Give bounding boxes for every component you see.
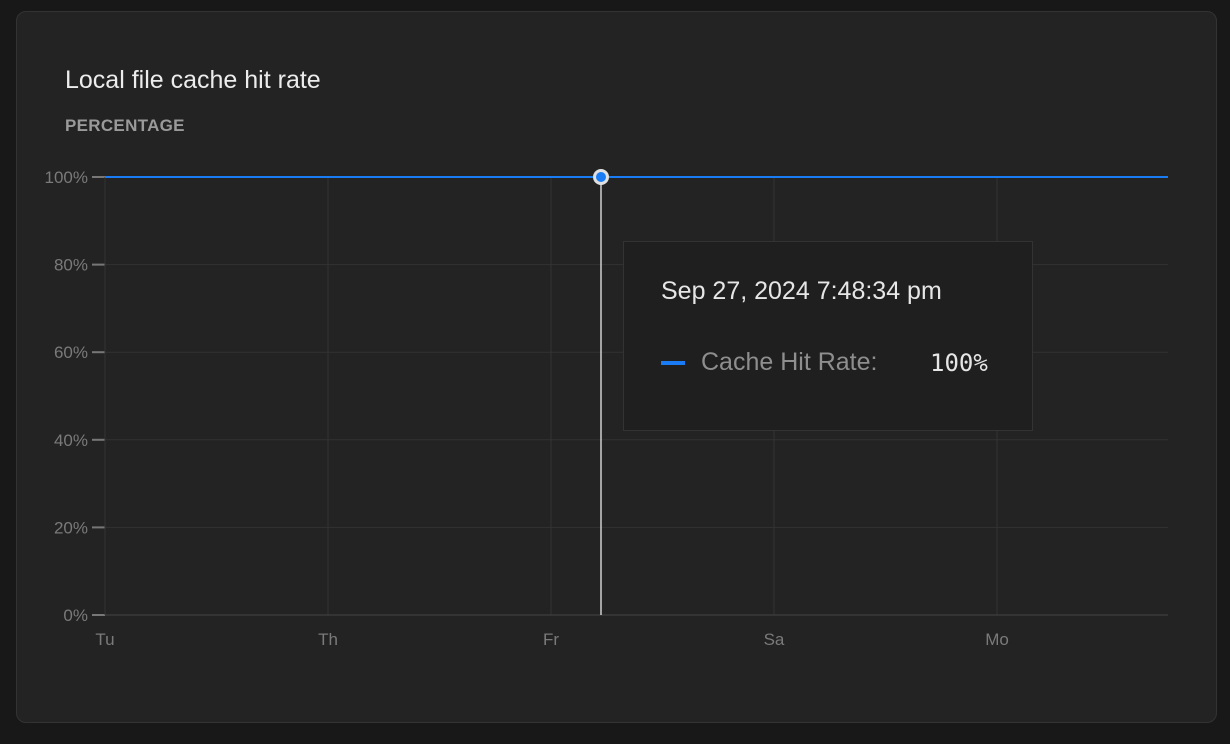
- x-tick-label: Fr: [543, 630, 559, 649]
- chart-title: Local file cache hit rate: [65, 66, 321, 94]
- tooltip-date: Sep 27, 2024 7:48:34 pm: [661, 277, 942, 305]
- tooltip: Sep 27, 2024 7:48:34 pm Cache Hit Rate: …: [623, 241, 1033, 431]
- y-tick-label: 20%: [54, 518, 88, 537]
- tooltip-value: 100%: [930, 349, 988, 377]
- x-tick-label: Tu: [95, 630, 114, 649]
- legend-swatch-icon: [661, 361, 685, 365]
- x-tick-label: Mo: [985, 630, 1009, 649]
- y-tick-label: 0%: [63, 606, 88, 625]
- y-axis-label: PERCENTAGE: [65, 116, 185, 135]
- hover-point: [596, 172, 606, 182]
- y-tick-label: 40%: [54, 431, 88, 450]
- x-tick-label: Th: [318, 630, 338, 649]
- y-tick-label: 60%: [54, 343, 88, 362]
- x-tick-label: Sa: [764, 630, 785, 649]
- y-tick-label: 80%: [54, 256, 88, 275]
- tooltip-series-name: Cache Hit Rate:: [701, 348, 878, 376]
- y-tick-label: 100%: [45, 168, 88, 187]
